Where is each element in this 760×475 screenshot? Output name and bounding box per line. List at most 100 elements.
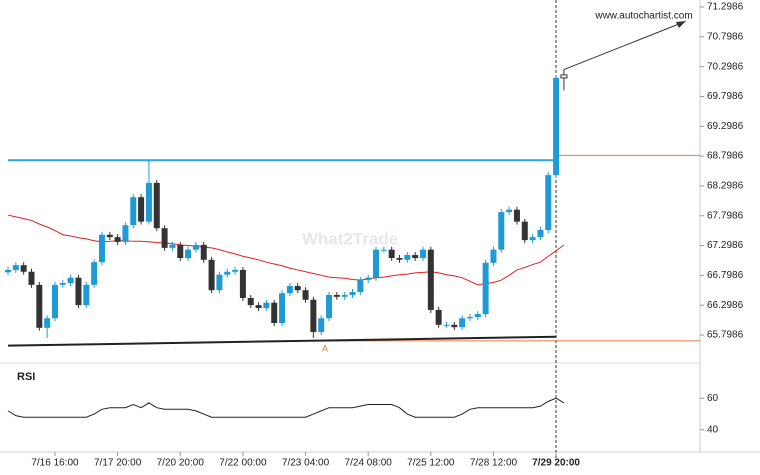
source-label: www.autochartist.com	[594, 11, 692, 22]
candle-body	[490, 249, 497, 263]
candle-body	[553, 77, 560, 176]
candle-body	[36, 284, 43, 328]
x-tick-label: 7/20 20:00	[157, 458, 205, 469]
candle-body	[380, 249, 387, 251]
rsi-label: RSI	[17, 371, 35, 383]
y-tick-label: 67.7986	[707, 210, 744, 221]
candle-body	[192, 244, 199, 250]
candle-body	[161, 228, 168, 248]
candle-body	[466, 317, 473, 319]
x-tick-label: 7/17 20:00	[94, 458, 142, 469]
candle-body	[419, 249, 426, 259]
x-tick-label: 7/23 04:00	[282, 458, 330, 469]
candle-body	[138, 197, 145, 222]
candle-body	[474, 314, 481, 318]
candle-body	[451, 324, 458, 328]
x-tick-label: 7/29 20:00	[532, 458, 580, 469]
candle-body	[114, 237, 121, 242]
candle-body	[83, 284, 90, 306]
candle-body	[145, 182, 152, 222]
x-tick-label: 7/25 12:00	[407, 458, 455, 469]
y-tick-label: 65.7986	[707, 330, 744, 341]
candle-body	[216, 274, 223, 291]
candle-body	[506, 209, 513, 213]
candle-body	[333, 294, 340, 297]
candle-body	[239, 269, 246, 298]
watermark: What2Trade	[302, 229, 398, 248]
candle-body	[271, 302, 278, 324]
candle-body	[302, 290, 309, 300]
candle-body	[435, 309, 442, 325]
candle-body	[5, 269, 11, 273]
x-tick-label: 7/24 08:00	[345, 458, 393, 469]
candle-body	[263, 302, 270, 309]
candle-body	[427, 249, 434, 310]
candle-body	[412, 255, 419, 259]
candle-body	[396, 258, 403, 260]
candle-body	[232, 269, 239, 272]
candle-body	[286, 286, 293, 294]
rsi-tick-label: 40	[707, 424, 719, 435]
candle-body	[75, 277, 82, 306]
candle-body	[67, 277, 74, 284]
x-tick-label: 7/16 16:00	[31, 458, 79, 469]
candle-body	[545, 175, 552, 230]
y-tick-label: 66.7986	[707, 270, 744, 281]
candle-body	[365, 277, 372, 281]
y-tick-label: 67.2986	[707, 240, 744, 251]
candle-body	[373, 249, 380, 278]
y-tick-label: 69.2986	[707, 121, 744, 132]
candle-body	[153, 182, 160, 229]
candle-body	[498, 212, 505, 250]
y-tick-label: 71.2986	[707, 2, 744, 13]
candle-body	[482, 262, 489, 315]
candle-body	[459, 318, 466, 328]
candle-body	[51, 284, 58, 319]
pattern-label: A	[322, 343, 328, 353]
candle-body	[208, 259, 215, 291]
candle-body	[279, 293, 286, 324]
candle-body	[98, 234, 105, 263]
candle-body	[357, 280, 364, 293]
candle-body	[388, 249, 395, 259]
candle-body	[513, 209, 520, 222]
candle-body	[122, 225, 129, 242]
candle-body	[28, 271, 35, 285]
candle-body	[185, 249, 192, 259]
candle-body	[200, 244, 207, 260]
support-trendline	[7, 335, 557, 347]
candle-body	[130, 197, 137, 226]
y-tick-label: 70.7986	[707, 31, 744, 42]
candle-body	[443, 324, 450, 326]
y-tick-label: 70.2986	[707, 61, 744, 72]
candle-body	[12, 265, 19, 270]
candle-body	[247, 297, 254, 306]
candle-body	[59, 283, 66, 285]
candle-body	[349, 292, 356, 295]
candle-body	[169, 244, 176, 248]
x-tick-label: 7/22 00:00	[219, 458, 267, 469]
rsi-line	[7, 397, 565, 418]
candle-body	[341, 294, 348, 297]
candle-body	[326, 294, 333, 319]
rsi-tick-label: 60	[707, 393, 719, 404]
candle-body	[91, 262, 98, 285]
candle-body	[529, 237, 536, 241]
candle-body	[44, 318, 51, 328]
candle-body	[537, 229, 544, 238]
candle-body	[177, 244, 184, 259]
candle-body	[255, 305, 262, 309]
candle-body	[310, 299, 317, 332]
y-tick-label: 68.2986	[707, 181, 744, 192]
candle-body	[560, 74, 568, 79]
y-tick-label: 68.7986	[707, 151, 744, 162]
y-tick-label: 66.2986	[707, 300, 744, 311]
y-tick-label: 69.7986	[707, 91, 744, 102]
candle-body	[224, 271, 231, 275]
candle-body	[106, 234, 113, 238]
arrow-head	[676, 21, 686, 28]
candle-body	[294, 286, 301, 291]
candle-body	[521, 221, 528, 241]
candle-body	[20, 265, 27, 272]
